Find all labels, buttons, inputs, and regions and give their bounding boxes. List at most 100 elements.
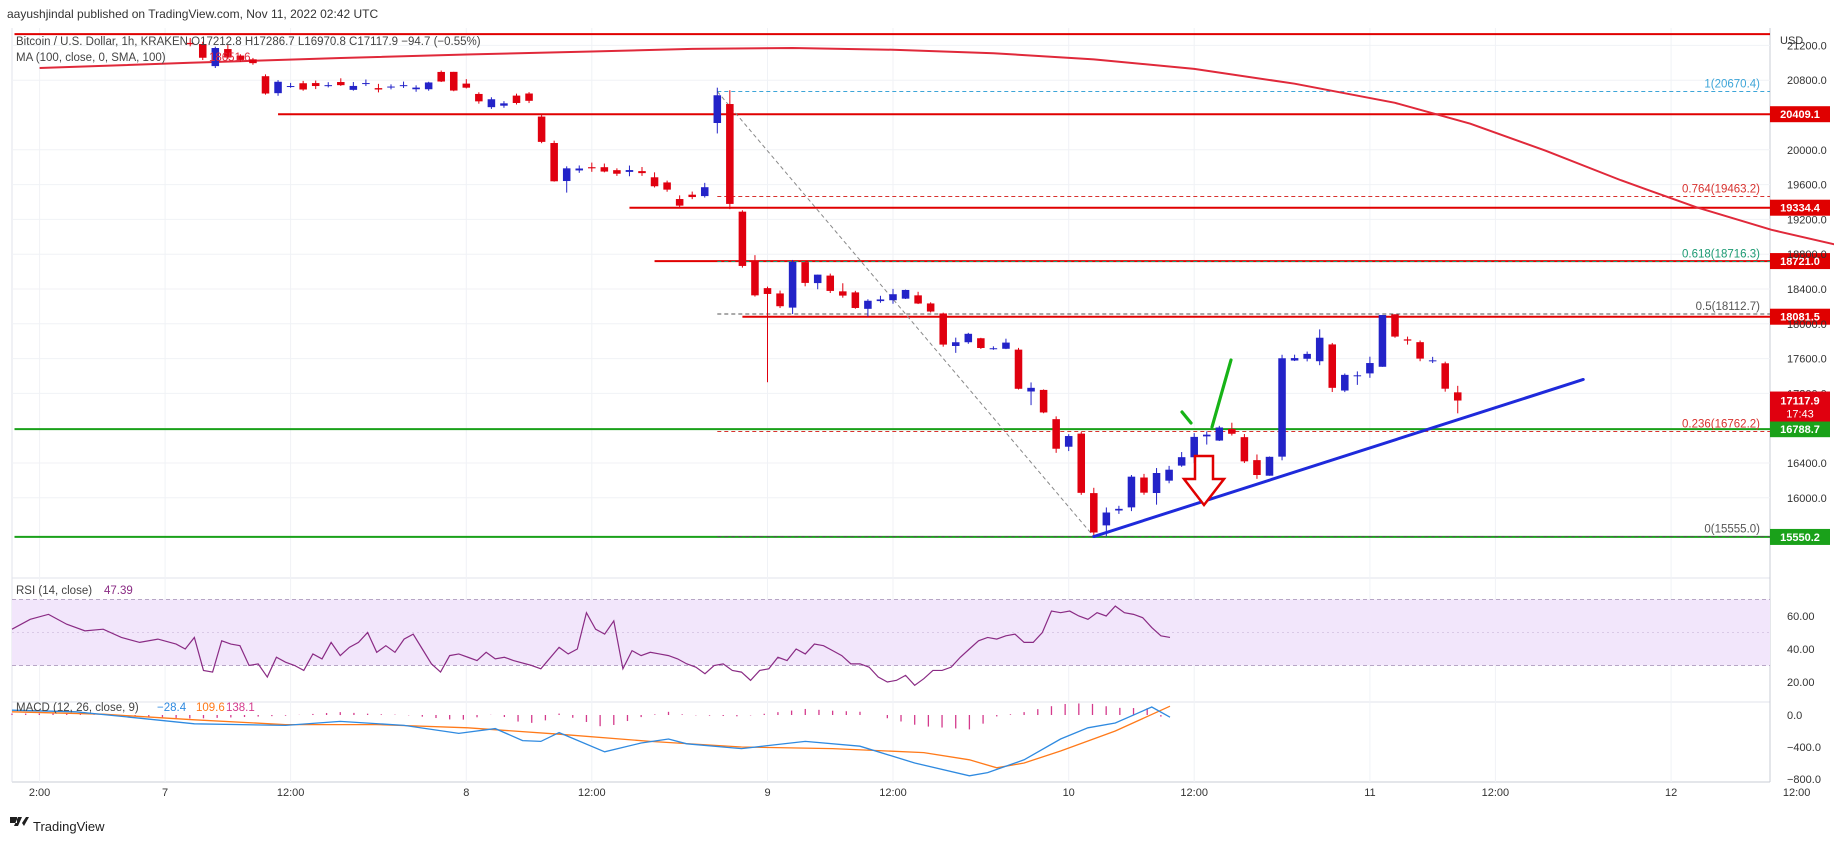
candle-body bbox=[1328, 344, 1337, 388]
price-axis[interactable]: 21200.0 20800.0 20000.0 19600.0 18400.0 17600… bbox=[1770, 35, 1830, 786]
ma-legend-label: MA (100, close, 0, SMA, 100) bbox=[16, 52, 166, 64]
time-tick-label: 12:00 bbox=[1180, 787, 1208, 799]
candle-body bbox=[1453, 392, 1462, 401]
candle-body bbox=[650, 177, 659, 187]
fib-label: 1(20670.4) bbox=[1704, 78, 1760, 90]
ma-legend-value: 18651.6 bbox=[209, 52, 251, 64]
candle-body bbox=[1366, 363, 1374, 374]
candle-body bbox=[1039, 389, 1048, 413]
time-tick-label: 2:00 bbox=[29, 787, 50, 799]
candle-body bbox=[412, 87, 420, 90]
candle-body bbox=[1165, 469, 1173, 481]
candle-body bbox=[512, 95, 521, 103]
time-axis[interactable]: 2:00 7 12:00 8 12:00 9 12:00 10 12:00 11 12:00 12 12… bbox=[29, 787, 1834, 799]
candle-body bbox=[713, 95, 722, 124]
candle-body bbox=[1202, 434, 1211, 437]
candle-body bbox=[675, 199, 684, 206]
price-tick-label: 19200.0 bbox=[1787, 214, 1827, 226]
price-tick-label: 21200.0 bbox=[1787, 40, 1827, 52]
macd-signal-value: 109.6 bbox=[196, 702, 225, 714]
candle-body bbox=[324, 85, 333, 87]
time-tick-label: 12:00 bbox=[277, 787, 305, 799]
price-tick-label: 20000.0 bbox=[1787, 145, 1827, 157]
macd-signal-line bbox=[11, 705, 1171, 769]
candle-body bbox=[788, 261, 797, 308]
fib-label: 0(15555.0) bbox=[1704, 524, 1760, 536]
candle-body bbox=[638, 171, 646, 174]
candle-body bbox=[1240, 437, 1249, 462]
candle-body bbox=[550, 143, 558, 182]
candle-body bbox=[751, 260, 759, 296]
fib-label: 0.764(19463.2) bbox=[1682, 184, 1760, 196]
horizontal-levels: 20409.1 19334.4 18721.0 18081.5 16788.7 15550… bbox=[14, 33, 1830, 545]
rsi-tick-label: 40.00 bbox=[1787, 644, 1815, 656]
time-tick-label: 7 bbox=[162, 787, 168, 799]
annotations bbox=[1180, 358, 1233, 508]
fib-anchor-line bbox=[716, 91, 1095, 537]
fib-label: 0.5(18112.7) bbox=[1696, 301, 1761, 313]
candles bbox=[186, 37, 1462, 538]
macd-value: −28.4 bbox=[157, 702, 187, 714]
candle-body bbox=[876, 299, 885, 302]
candle-body bbox=[1315, 337, 1324, 362]
candle-body bbox=[864, 300, 872, 309]
candle-body bbox=[487, 99, 496, 108]
candle-body bbox=[236, 55, 245, 60]
candle-body bbox=[462, 83, 471, 88]
candle-body bbox=[813, 274, 822, 284]
candle-body bbox=[1428, 360, 1437, 362]
price-tick-label: 17600.0 bbox=[1787, 354, 1827, 366]
time-tick-label: 10 bbox=[1063, 787, 1075, 799]
candle-body bbox=[449, 71, 458, 91]
green-arrow-icon bbox=[1180, 358, 1233, 429]
candle-body bbox=[1378, 315, 1387, 367]
candle-body bbox=[1403, 339, 1412, 341]
candle-body bbox=[1115, 508, 1123, 511]
time-tick-label: 12:00 bbox=[1482, 787, 1510, 799]
time-tick-label: 12:00 bbox=[1783, 787, 1811, 799]
candle-body bbox=[1052, 419, 1060, 449]
rsi-band-fill bbox=[12, 599, 1770, 666]
candle-body bbox=[211, 48, 220, 67]
candle-body bbox=[851, 292, 860, 308]
currency-label: USD bbox=[1780, 35, 1803, 47]
candle-body bbox=[600, 167, 609, 172]
candle-body bbox=[437, 71, 445, 82]
candle-body bbox=[989, 348, 998, 350]
price-tick-label: 18400.0 bbox=[1787, 284, 1827, 296]
level-price-tag bbox=[1770, 106, 1830, 123]
candle-body bbox=[286, 86, 295, 88]
down-arrow-icon bbox=[1181, 454, 1227, 508]
candle-body bbox=[738, 211, 747, 266]
rsi-line bbox=[11, 605, 1171, 687]
last-price-tag bbox=[1770, 391, 1830, 422]
rsi-tick-label: 20.00 bbox=[1787, 677, 1815, 689]
rsi-tick-label: 60.00 bbox=[1787, 611, 1815, 623]
candle-body bbox=[337, 82, 345, 86]
candle-body bbox=[776, 293, 784, 307]
fib-label: 0.618(18716.3) bbox=[1682, 248, 1760, 260]
rsi-band bbox=[12, 599, 1770, 666]
time-tick-label: 11 bbox=[1364, 787, 1375, 799]
tradingview-logo[interactable]: TradingView bbox=[10, 817, 105, 834]
rsi-legend-value: 47.39 bbox=[104, 585, 133, 597]
candle-body bbox=[1190, 436, 1198, 458]
candle-body bbox=[839, 291, 847, 296]
candle-body bbox=[826, 275, 835, 291]
symbol-line: Bitcoin / U.S. Dollar, 1h, KRAKEN O17212… bbox=[16, 36, 481, 48]
price-tick-label: 16400.0 bbox=[1787, 458, 1827, 470]
candle-body bbox=[1014, 349, 1023, 389]
candle-body bbox=[1077, 433, 1086, 493]
candle-body bbox=[249, 59, 257, 64]
level-price-label: 20409.1 bbox=[1780, 109, 1820, 121]
publisher-line: aayushjindal published on TradingView.co… bbox=[7, 7, 378, 21]
level-price-tag bbox=[1770, 421, 1830, 438]
candle-body bbox=[186, 42, 194, 45]
candle-body bbox=[399, 85, 408, 87]
macd-legend-label: MACD (12, 26, close, 9) bbox=[16, 702, 139, 714]
level-price-label: 18081.5 bbox=[1780, 312, 1820, 324]
candle-body bbox=[889, 294, 897, 301]
time-tick-label: 12:00 bbox=[578, 787, 606, 799]
candle-body bbox=[688, 194, 696, 198]
